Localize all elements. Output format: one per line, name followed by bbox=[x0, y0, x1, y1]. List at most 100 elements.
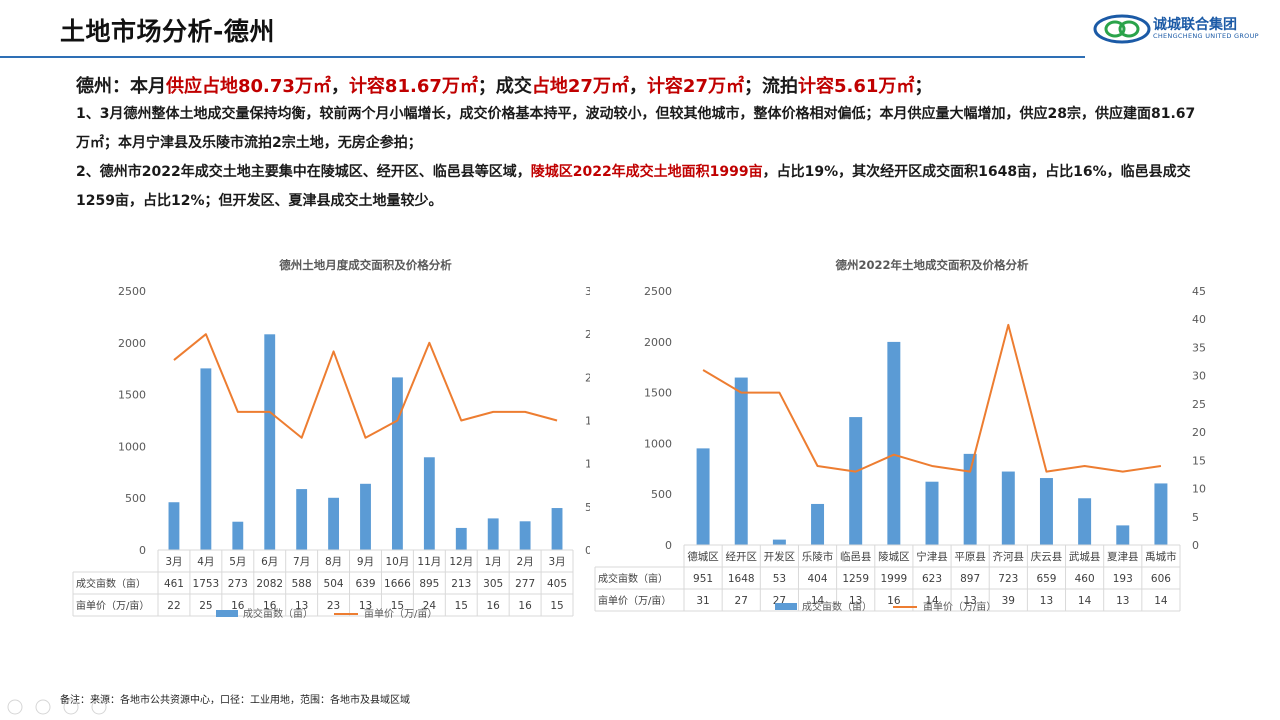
bar bbox=[232, 521, 244, 550]
slide-nav-controls[interactable] bbox=[6, 698, 126, 716]
y-left-tick-label: 2500 bbox=[118, 285, 146, 298]
y-right-tick-label: 35 bbox=[1192, 341, 1206, 354]
table-value-area: 895 bbox=[419, 578, 439, 590]
table-value-price: 16 bbox=[518, 600, 532, 612]
category-label: 陵城区 bbox=[878, 551, 910, 563]
table-value-area: 461 bbox=[164, 578, 184, 590]
category-label: 3月 bbox=[548, 556, 565, 568]
legend-label: 成交亩数（亩） bbox=[802, 600, 872, 613]
legend-swatch-bar bbox=[216, 610, 238, 617]
table-value-area: 404 bbox=[808, 573, 828, 585]
category-label: 临邑县 bbox=[840, 550, 872, 563]
y-left-tick-label: 0 bbox=[665, 539, 672, 552]
table-value-area: 277 bbox=[515, 578, 535, 590]
bar bbox=[696, 448, 710, 545]
category-label: 武城县 bbox=[1069, 550, 1101, 563]
table-value-area: 53 bbox=[773, 573, 786, 585]
chart-title: 德州土地月度成交面积及价格分析 bbox=[278, 258, 452, 272]
bar bbox=[1154, 483, 1168, 545]
bar bbox=[296, 489, 308, 550]
category-label: 庆云县 bbox=[1031, 550, 1063, 563]
table-value-area: 504 bbox=[324, 578, 344, 590]
summary-text: ， bbox=[628, 76, 647, 97]
table-value-price: 27 bbox=[735, 595, 748, 607]
table-value-area: 1666 bbox=[384, 578, 411, 590]
y-right-tick-label: 20 bbox=[585, 371, 590, 384]
y-left-tick-label: 1000 bbox=[644, 437, 672, 450]
y-left-tick-label: 0 bbox=[139, 544, 146, 557]
table-value-price: 14 bbox=[925, 595, 939, 607]
y-right-tick-label: 5 bbox=[1192, 511, 1199, 524]
category-label: 3月 bbox=[165, 556, 182, 568]
category-label: 2月 bbox=[517, 556, 534, 568]
category-label: 禹城市 bbox=[1145, 550, 1177, 563]
y-left-tick-label: 2000 bbox=[644, 336, 672, 349]
summary-highlight: 计容27万㎡ bbox=[646, 76, 744, 97]
logo-name-cn: 诚城联合集团 bbox=[1153, 17, 1237, 33]
table-value-area: 588 bbox=[292, 578, 312, 590]
table-value-price: 16 bbox=[487, 600, 501, 612]
y-right-tick-label: 45 bbox=[1192, 285, 1206, 298]
district-land-chart: 德州2022年土地成交面积及价格分析 0 500 1000 1500 2000 2500 0 5… bbox=[594, 258, 1206, 613]
bar bbox=[391, 377, 403, 550]
table-value-price: 25 bbox=[199, 600, 212, 612]
table-row-label: 亩单价（万/亩） bbox=[598, 594, 671, 607]
y-right-tick-label: 25 bbox=[1192, 398, 1206, 411]
company-logo: 诚城联合集团 CHENGCHENG UNITED GROUP bbox=[1093, 14, 1259, 44]
table-value-price: 13 bbox=[963, 595, 976, 607]
table-value-area: 2082 bbox=[256, 578, 283, 590]
paragraph-text: 2、德州市2022年成交土地主要集中在陵城区、经开区、临邑县等区域， bbox=[76, 164, 531, 180]
table-value-area: 273 bbox=[228, 578, 248, 590]
table-value-price: 23 bbox=[327, 600, 340, 612]
category-label: 平原县 bbox=[954, 551, 986, 563]
summary-text: ；流拍 bbox=[744, 76, 798, 97]
summary-highlight: 计容5.61万㎡ bbox=[798, 76, 915, 97]
table-value-area: 405 bbox=[547, 578, 567, 590]
category-label: 5月 bbox=[229, 556, 246, 568]
table-value-area: 897 bbox=[960, 573, 980, 585]
bar bbox=[519, 521, 531, 550]
bar bbox=[1116, 525, 1130, 545]
table-value-price: 31 bbox=[696, 595, 709, 607]
table-value-area: 1753 bbox=[193, 578, 220, 590]
table-value-price: 14 bbox=[1078, 595, 1092, 607]
category-label: 夏津县 bbox=[1107, 551, 1139, 563]
y-right-tick-label: 10 bbox=[585, 458, 590, 471]
table-value-price: 16 bbox=[231, 600, 245, 612]
y-left-tick-label: 1500 bbox=[644, 387, 672, 400]
bar bbox=[963, 453, 977, 545]
analysis-paragraph-1: 1、3月德州整体土地成交量保持均衡，较前两个月小幅增长，成交价格基本持平，波动较… bbox=[76, 106, 1196, 151]
bar bbox=[1078, 498, 1092, 545]
paragraph-highlight: 陵城区2022年成交土地面积1999亩 bbox=[530, 164, 763, 180]
y-right-tick-label: 15 bbox=[585, 415, 590, 428]
y-left-tick-label: 1000 bbox=[118, 440, 146, 453]
summary-highlight: 供应占地80.73万㎡ bbox=[166, 76, 331, 97]
y-left-tick-label: 500 bbox=[651, 488, 672, 501]
table-value-area: 1999 bbox=[880, 573, 907, 585]
y-left-tick-label: 2000 bbox=[118, 337, 146, 350]
bar bbox=[360, 483, 371, 550]
y-left-tick-label: 1500 bbox=[118, 389, 146, 402]
summary-text: 德州：本月 bbox=[76, 76, 166, 97]
category-label: 经开区 bbox=[725, 550, 757, 563]
table-value-price: 15 bbox=[391, 600, 404, 612]
table-value-price: 15 bbox=[550, 600, 563, 612]
category-label: 德城区 bbox=[687, 550, 719, 563]
bar bbox=[168, 502, 180, 550]
price-line bbox=[173, 333, 558, 439]
y-left-tick-label: 500 bbox=[125, 492, 146, 505]
y-right-tick-label: 10 bbox=[1192, 483, 1206, 496]
y-right-tick-label: 30 bbox=[585, 285, 590, 298]
legend-swatch-bar bbox=[775, 603, 797, 610]
y-left-tick-label: 2500 bbox=[644, 285, 672, 298]
table-value-price: 14 bbox=[1154, 595, 1168, 607]
category-label: 11月 bbox=[417, 556, 441, 568]
category-label: 4月 bbox=[197, 556, 214, 568]
bar bbox=[734, 377, 748, 545]
table-value-price: 13 bbox=[1116, 595, 1129, 607]
legend-label: 亩单价（万/亩） bbox=[364, 607, 437, 620]
paragraph-text: ，占比19%，其次经开区成交面积1648亩，占比16%，临邑县成交1259亩，占… bbox=[76, 164, 1191, 209]
table-value-area: 305 bbox=[483, 578, 503, 590]
monthly-land-chart: 德州土地月度成交面积及价格分析 0 500 1000 1500 2000 2500 0 5 10 1… bbox=[72, 258, 590, 620]
y-right-tick-label: 25 bbox=[585, 328, 590, 341]
